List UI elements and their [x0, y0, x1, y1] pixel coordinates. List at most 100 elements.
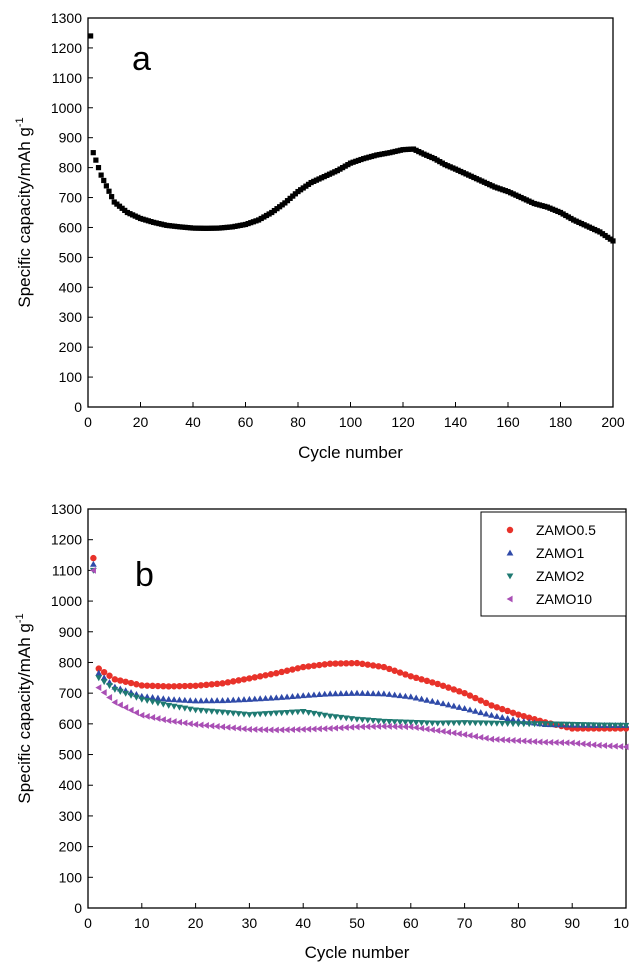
data-point-zamo1 — [385, 690, 393, 697]
data-point-series — [277, 204, 283, 210]
data-point-zamo10 — [439, 727, 446, 735]
data-point-zamo1 — [488, 711, 495, 718]
data-point-zamo1 — [498, 714, 506, 721]
data-point-zamo05 — [197, 682, 205, 689]
panel-a-y-axis-title-superscript: -1 — [14, 117, 26, 127]
data-point-zamo05 — [246, 675, 253, 682]
data-point-zamo05 — [461, 689, 468, 697]
panel-b-data-points — [89, 554, 629, 751]
data-point-zamo1 — [364, 689, 372, 696]
data-point-series — [240, 222, 246, 228]
data-point-zamo10 — [515, 737, 521, 745]
data-point-series — [400, 147, 406, 153]
data-point-zamo05 — [230, 678, 237, 685]
data-point-series — [245, 220, 251, 227]
data-point-series — [463, 171, 469, 177]
data-point-zamo1 — [471, 707, 479, 714]
data-point-series — [594, 228, 600, 234]
legend-label: ZAMO0.5 — [536, 522, 596, 538]
data-point-zamo10 — [563, 739, 570, 747]
data-point-zamo2 — [159, 701, 167, 708]
data-point-zamo1 — [272, 694, 280, 701]
data-point-series — [492, 184, 498, 190]
y-tick-label: 300 — [59, 808, 83, 824]
data-point-zamo1 — [235, 696, 243, 703]
data-point-series — [361, 156, 367, 162]
x-tick-label: 0 — [84, 915, 92, 931]
data-point-zamo05 — [439, 682, 447, 689]
x-tick-label: 60 — [403, 915, 419, 931]
data-point-series — [458, 168, 464, 175]
data-point-series — [329, 170, 335, 176]
data-point-zamo1 — [477, 709, 485, 716]
data-point-zamo10 — [358, 723, 365, 731]
x-tick-label: 40 — [185, 414, 201, 430]
data-point-zamo2 — [579, 722, 587, 729]
data-point-series — [287, 195, 293, 201]
data-point-series — [539, 203, 545, 209]
data-point-zamo10 — [251, 726, 258, 733]
data-point-zamo2 — [584, 722, 592, 729]
data-point-series — [481, 179, 487, 185]
data-point-series — [122, 207, 128, 214]
data-point-zamo2 — [240, 711, 248, 718]
data-point-series — [602, 232, 608, 239]
data-point-series — [426, 153, 432, 159]
y-tick-label: 1300 — [51, 10, 82, 26]
data-point-series — [405, 146, 411, 152]
data-point-series — [292, 191, 298, 197]
data-point-zamo05 — [283, 667, 291, 674]
panel-a-letter: a — [132, 40, 151, 78]
data-point-zamo05 — [143, 682, 151, 689]
data-point-zamo1 — [202, 697, 210, 704]
data-point-series — [568, 215, 574, 222]
data-point-zamo2 — [547, 721, 555, 728]
data-point-series — [552, 207, 558, 213]
data-point-zamo2 — [267, 710, 275, 717]
data-point-series — [450, 165, 456, 171]
data-point-series — [363, 155, 369, 161]
data-point-series — [586, 224, 592, 230]
data-point-series — [334, 168, 340, 174]
data-point-series — [468, 173, 474, 179]
data-point-zamo10 — [181, 719, 188, 727]
data-point-series — [248, 220, 254, 226]
x-tick-label: 20 — [133, 414, 149, 430]
data-point-zamo1 — [224, 696, 232, 703]
data-point-zamo05 — [348, 659, 355, 667]
data-point-zamo05 — [353, 659, 361, 667]
data-point-series — [403, 146, 409, 153]
data-point-zamo10 — [482, 734, 489, 742]
data-point-zamo10 — [547, 738, 554, 746]
data-point-zamo1 — [380, 690, 388, 697]
data-point-series — [103, 183, 109, 189]
data-point-series — [242, 221, 249, 228]
data-point-zamo1 — [509, 716, 517, 723]
data-point-zamo2 — [321, 712, 329, 719]
y-tick-label: 1200 — [51, 532, 82, 548]
data-point-zamo10 — [192, 721, 199, 728]
data-point-zamo1 — [326, 690, 334, 697]
data-point-zamo2 — [606, 722, 614, 729]
data-point-zamo2 — [289, 709, 296, 716]
data-point-series — [542, 203, 548, 209]
data-point-series — [177, 224, 183, 230]
y-tick-label: 700 — [59, 190, 83, 206]
data-point-zamo10 — [396, 723, 403, 731]
data-point-zamo1 — [369, 690, 377, 697]
data-point-zamo05 — [364, 661, 371, 668]
data-point-zamo1 — [407, 693, 415, 700]
data-point-zamo1 — [213, 697, 221, 704]
x-tick-label: 60 — [238, 414, 254, 430]
data-point-zamo2 — [428, 720, 436, 727]
data-point-zamo1 — [149, 694, 156, 701]
data-point-series — [195, 225, 201, 231]
data-point-zamo10 — [536, 738, 543, 746]
data-point-zamo2 — [100, 679, 108, 686]
data-point-series — [221, 224, 228, 231]
data-point-series — [132, 213, 138, 219]
data-point-zamo10 — [461, 731, 468, 738]
data-point-series — [434, 157, 440, 163]
data-point-zamo05 — [412, 674, 420, 682]
x-tick-label: 90 — [564, 915, 580, 931]
